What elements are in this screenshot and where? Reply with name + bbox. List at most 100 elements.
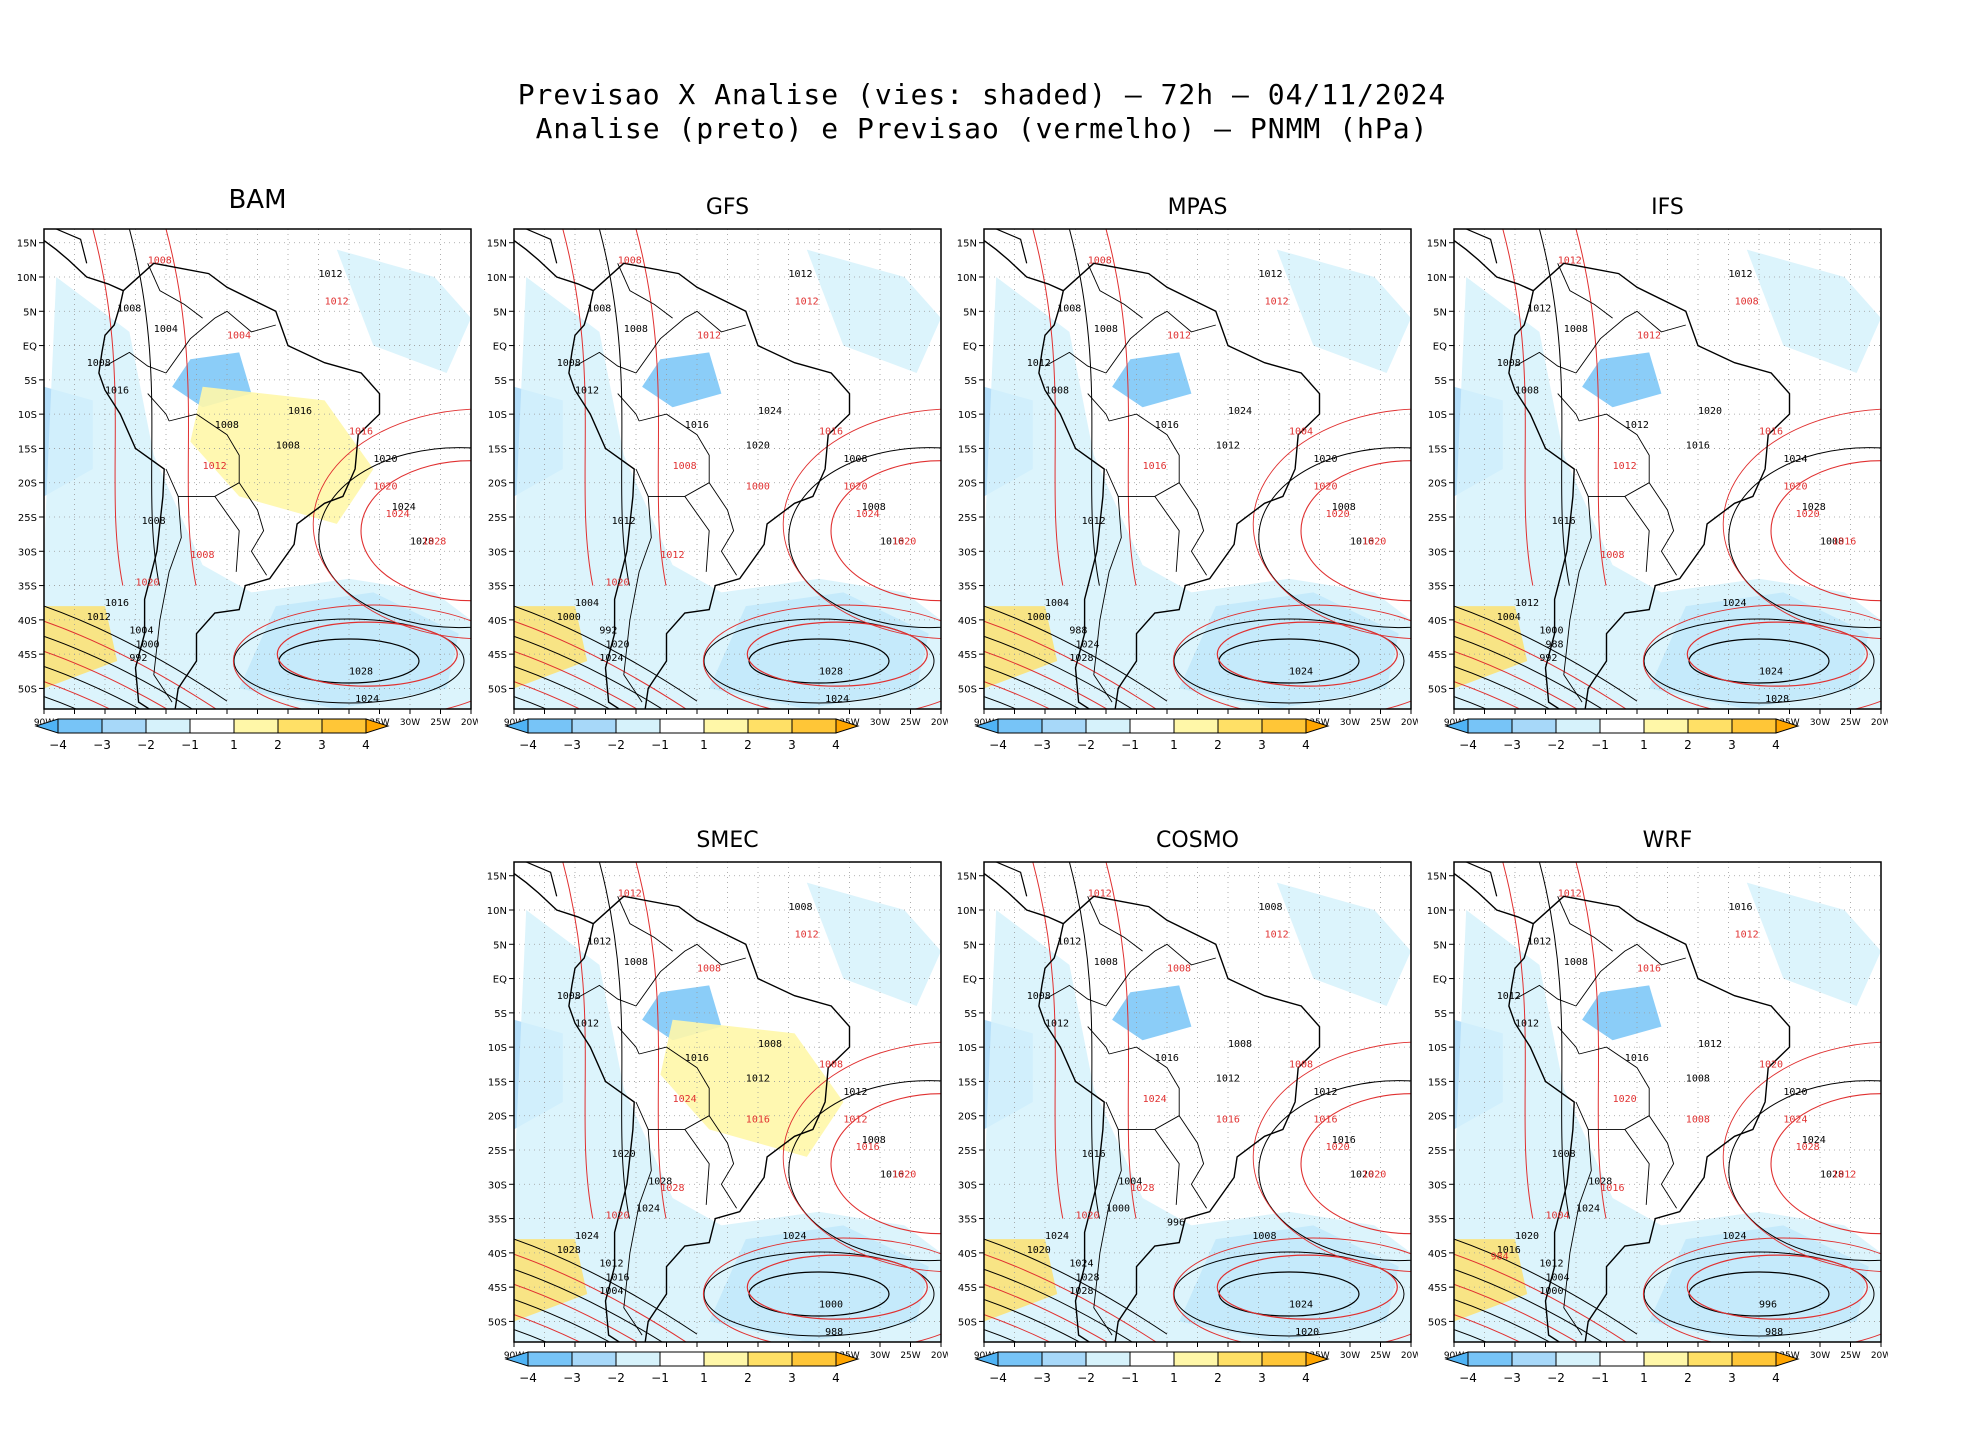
lat-tick-label: 15S: [488, 444, 507, 455]
colorbar-swatch: [1305, 718, 1330, 734]
isobar-contour: [984, 681, 1051, 709]
analysis-isobar-label: 1016: [105, 386, 129, 397]
lon-tick-label: 20W: [1871, 718, 1888, 728]
lat-tick-label: 20S: [958, 1112, 977, 1123]
isobar-contour: [703, 1251, 935, 1337]
colorbar-label: −4: [989, 738, 1007, 752]
analysis-isobar-label: 1012: [319, 269, 343, 280]
colorbar-label: −1: [1121, 1371, 1139, 1385]
country-border: [1557, 263, 1613, 319]
bias-colorbar: −4 −3 −2 −1 1 2 3 4: [1444, 1351, 1800, 1385]
country-border: [1557, 393, 1580, 422]
colorbar-label: −2: [1077, 1371, 1095, 1385]
forecast-isobar-label: 1012: [795, 929, 819, 940]
country-border: [1178, 482, 1207, 576]
colorbar-swatch: [835, 718, 860, 734]
isobar-contour: [1300, 1093, 1411, 1235]
colorbar-label: 2: [1214, 738, 1222, 752]
analysis-isobar-label: 1008: [1094, 957, 1118, 968]
isobar-contour: [514, 1268, 664, 1342]
lat-tick-label: 45S: [1428, 1283, 1447, 1294]
analysis-isobar-label: 1000: [136, 639, 160, 650]
lat-tick-label: 20S: [488, 1112, 507, 1123]
analysis-isobar-label: 1024: [1069, 1259, 1093, 1270]
analysis-isobar-label: 1008: [1228, 1039, 1252, 1050]
isobar-contour: [1258, 447, 1411, 629]
isobar-contour: [514, 1314, 581, 1342]
analysis-isobar-label: 1012: [575, 1019, 599, 1030]
isobar-contour: [984, 1253, 1157, 1342]
analysis-isobar-label: 1012: [1027, 358, 1051, 369]
analysis-isobar-label: 1028: [557, 1245, 581, 1256]
coastline: [514, 239, 594, 292]
colorbar-label: 2: [1214, 1371, 1222, 1385]
colorbar-label: −3: [1033, 738, 1051, 752]
lat-tick-label: EQ: [1433, 342, 1447, 353]
lat-tick-label: 40S: [18, 616, 37, 627]
bias-shading: [1746, 882, 1881, 1006]
analysis-isobar-label: 1016: [606, 1272, 630, 1283]
lat-tick-label: 10N: [1427, 273, 1447, 284]
colorbar-swatch: [1305, 1351, 1330, 1367]
bias-shading: [514, 277, 941, 709]
country-border: [1044, 984, 1107, 1007]
colorbar-label: 1: [700, 738, 708, 752]
country-border: [104, 351, 167, 374]
isobar-contour: [1454, 681, 1521, 709]
colorbar-swatch: [504, 718, 529, 734]
analysis-isobar-label: 1016: [1729, 902, 1753, 913]
colorbar-swatch: [365, 718, 390, 734]
colorbar-swatch: [997, 1351, 1043, 1367]
analysis-isobar-label: 1008: [276, 440, 300, 451]
isobar-contour: [1300, 460, 1411, 602]
isobar-contour: [1575, 862, 1607, 1219]
colorbar-label: 1: [1640, 738, 1648, 752]
lat-tick-label: 35S: [1428, 582, 1447, 593]
lat-tick-label: 30S: [958, 547, 977, 558]
isobar-contour: [1454, 1314, 1521, 1342]
analysis-isobar-label: 1008: [1564, 324, 1588, 335]
lat-tick-label: 25S: [958, 1146, 977, 1157]
lat-tick-label: 35S: [488, 1215, 507, 1226]
bias-shading-positive: [190, 386, 374, 524]
lat-tick-label: 40S: [1428, 616, 1447, 627]
analysis-isobar-label: 1008: [557, 991, 581, 1002]
lat-tick-label: 25S: [18, 513, 37, 524]
lat-tick-label: 5N: [493, 307, 507, 318]
analysis-isobar-label: 1016: [1552, 516, 1576, 527]
isobar-contour: [984, 1314, 1051, 1342]
isobar-contour: [1454, 1253, 1627, 1342]
analysis-isobar-label: 1004: [1497, 612, 1521, 623]
isobar-contour: [1454, 1299, 1551, 1342]
forecast-isobar-label: 1020: [892, 536, 916, 547]
lon-tick-label: 25W: [1370, 718, 1390, 728]
isobar-contour: [1454, 1283, 1578, 1342]
analysis-isobar-label: 1024: [636, 1204, 660, 1215]
country-border: [165, 310, 276, 374]
lat-tick-label: 50S: [958, 684, 977, 695]
analysis-isobar-label: 1000: [1539, 1286, 1563, 1297]
lat-tick-label: 15N: [17, 239, 37, 250]
colorbar-label: −4: [989, 1371, 1007, 1385]
map-frame: 1008 1012 1008 1008 1012 1016 1012 1008 1012 1016…: [957, 861, 1418, 1361]
analysis-isobar-label: 1016: [685, 1053, 709, 1064]
colorbar-label: −1: [181, 738, 199, 752]
analysis-isobar-label: 1012: [1082, 516, 1106, 527]
lat-tick-label: 10S: [958, 1043, 977, 1054]
panel-title: COSMO: [1156, 828, 1239, 853]
isobar-contour: [1454, 605, 1638, 702]
coastline: [44, 239, 124, 292]
colorbar-swatch: [1555, 718, 1601, 734]
bias-shading: [1112, 985, 1192, 1041]
lat-tick-label: 10S: [1428, 1043, 1447, 1054]
coastline: [984, 239, 1064, 292]
lat-tick-label: 5N: [1433, 307, 1447, 318]
isobar-contour: [514, 1238, 698, 1335]
panel-mpas: MPAS 1012 1008 1008 1012 1008 1016 1012 1024 102…: [948, 195, 1418, 795]
analysis-isobar-label: 1008: [142, 516, 166, 527]
analysis-isobar-label: 1028: [1820, 1169, 1844, 1180]
forecast-isobar-label: 1012: [1265, 296, 1289, 307]
analysis-isobar-label: 1020: [1027, 1245, 1051, 1256]
colorbar-label: 3: [788, 738, 796, 752]
colorbar-label: −4: [519, 738, 537, 752]
